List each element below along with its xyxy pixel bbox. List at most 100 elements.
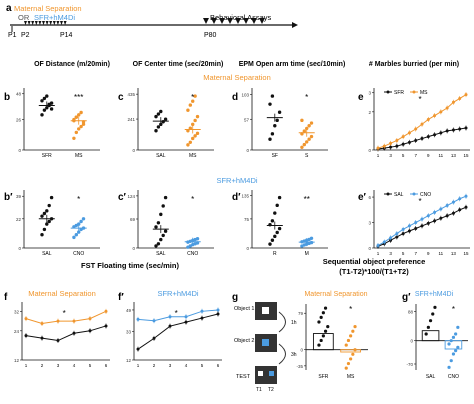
- series-point: [407, 224, 411, 228]
- category-label: SF: [272, 153, 278, 159]
- series-point: [389, 141, 393, 145]
- significance-stars: *: [305, 93, 308, 102]
- category-label: SFR: [318, 374, 328, 380]
- data-point: [447, 365, 451, 369]
- data-point: [321, 334, 325, 338]
- y-tick-label: 26: [16, 118, 22, 123]
- series-point: [200, 316, 204, 320]
- y-tick-label: 12: [126, 358, 132, 363]
- y-tick-label: 435: [127, 92, 135, 97]
- data-point: [49, 195, 54, 200]
- y-tick-label: 2: [368, 110, 371, 115]
- data-point: [344, 343, 348, 347]
- sop-ms-label: Maternal Separation: [304, 291, 367, 298]
- x-tick-label: 1: [137, 363, 140, 368]
- data-point: [300, 118, 304, 123]
- data-point: [346, 338, 351, 343]
- series-point: [104, 309, 108, 313]
- assay-marker: [259, 18, 265, 24]
- series-point: [216, 312, 220, 316]
- data-point: [159, 109, 163, 114]
- scatter-plot-c: 0 241 435 SAL MS *: [127, 88, 214, 159]
- series-point: [40, 322, 44, 326]
- separation-marker: [27, 21, 31, 25]
- assay-marker: [227, 18, 233, 24]
- data-point: [42, 211, 47, 216]
- y-tick-label: 22: [16, 217, 22, 222]
- category-label: CNO: [448, 374, 459, 380]
- data-point: [270, 219, 275, 223]
- sop-test-label: TEST: [236, 374, 251, 380]
- y-tick-label: 124: [127, 194, 135, 199]
- y-tick-label: 39: [16, 194, 22, 199]
- data-point: [156, 112, 161, 116]
- data-point: [273, 234, 277, 239]
- data-point: [191, 136, 195, 141]
- data-point: [74, 130, 79, 135]
- y-tick-label: -70: [406, 362, 413, 367]
- series-line-ms: [25, 310, 107, 325]
- series-point: [376, 243, 380, 247]
- data-point: [321, 311, 325, 315]
- significance-stars: *: [452, 305, 455, 314]
- category-label: R: [273, 251, 277, 257]
- y-tick-label: 0: [246, 246, 249, 251]
- x-tick-label: 1: [377, 251, 380, 256]
- data-point: [74, 115, 79, 119]
- timeline-sfr-label: SFR+hM4Di: [34, 13, 75, 22]
- category-label: M: [305, 251, 309, 257]
- data-point: [81, 217, 86, 221]
- data-point: [275, 118, 279, 123]
- scatter-plot-d: 0 57 103 SF S *: [241, 88, 328, 159]
- data-point: [161, 204, 165, 208]
- data-point: [79, 110, 83, 115]
- data-point: [449, 339, 453, 343]
- category-label: MS: [189, 153, 197, 159]
- separation-marker: [60, 21, 63, 25]
- series-point: [433, 133, 437, 137]
- x-tick-label: 5: [402, 153, 405, 158]
- series-point: [72, 331, 76, 335]
- y-tick-label: 69: [130, 217, 136, 222]
- data-point: [346, 361, 351, 366]
- bar: [421, 330, 440, 342]
- sop-test-box: [255, 366, 277, 384]
- series-point: [445, 129, 449, 133]
- series-point: [439, 110, 443, 114]
- data-point: [305, 126, 309, 131]
- data-point: [40, 113, 44, 117]
- data-point: [351, 329, 355, 333]
- series-point: [395, 144, 399, 148]
- series-point: [426, 214, 430, 218]
- series-point: [216, 308, 220, 312]
- significance-stars: *: [349, 305, 352, 314]
- data-point: [154, 244, 158, 248]
- y-tick-label: 32: [14, 309, 20, 314]
- y-tick-label: 0: [300, 348, 303, 353]
- series-point: [104, 324, 108, 328]
- category-label: SAL: [156, 153, 166, 159]
- sop-test-marker-t1: [258, 371, 263, 376]
- series-point: [184, 320, 188, 324]
- x-tick-label: 3: [57, 363, 60, 368]
- separation-marker: [24, 21, 27, 25]
- data-point: [456, 325, 460, 329]
- category-label: SAL: [42, 251, 52, 257]
- sop-diagram: Object 1 Object 2 TEST T1 T2 1h 3h: [234, 302, 297, 393]
- separation-marker: [52, 21, 56, 25]
- y-tick-label: 12: [14, 358, 20, 363]
- x-tick-label: 5: [201, 363, 204, 368]
- x-tick-label: 11: [439, 251, 444, 256]
- category-label: SAL: [156, 251, 166, 257]
- sop-object1-marker: [262, 307, 269, 314]
- x-tick-label: 9: [427, 153, 430, 158]
- sop-object2-marker: [262, 339, 269, 346]
- data-point: [193, 94, 197, 98]
- data-point: [40, 214, 44, 218]
- series-point: [439, 131, 443, 135]
- title-fst: FST Floating time (sec/min): [81, 261, 179, 270]
- y-tick-label: 79: [298, 311, 304, 316]
- data-point: [47, 219, 51, 224]
- series-point: [420, 122, 424, 126]
- data-point: [309, 236, 314, 241]
